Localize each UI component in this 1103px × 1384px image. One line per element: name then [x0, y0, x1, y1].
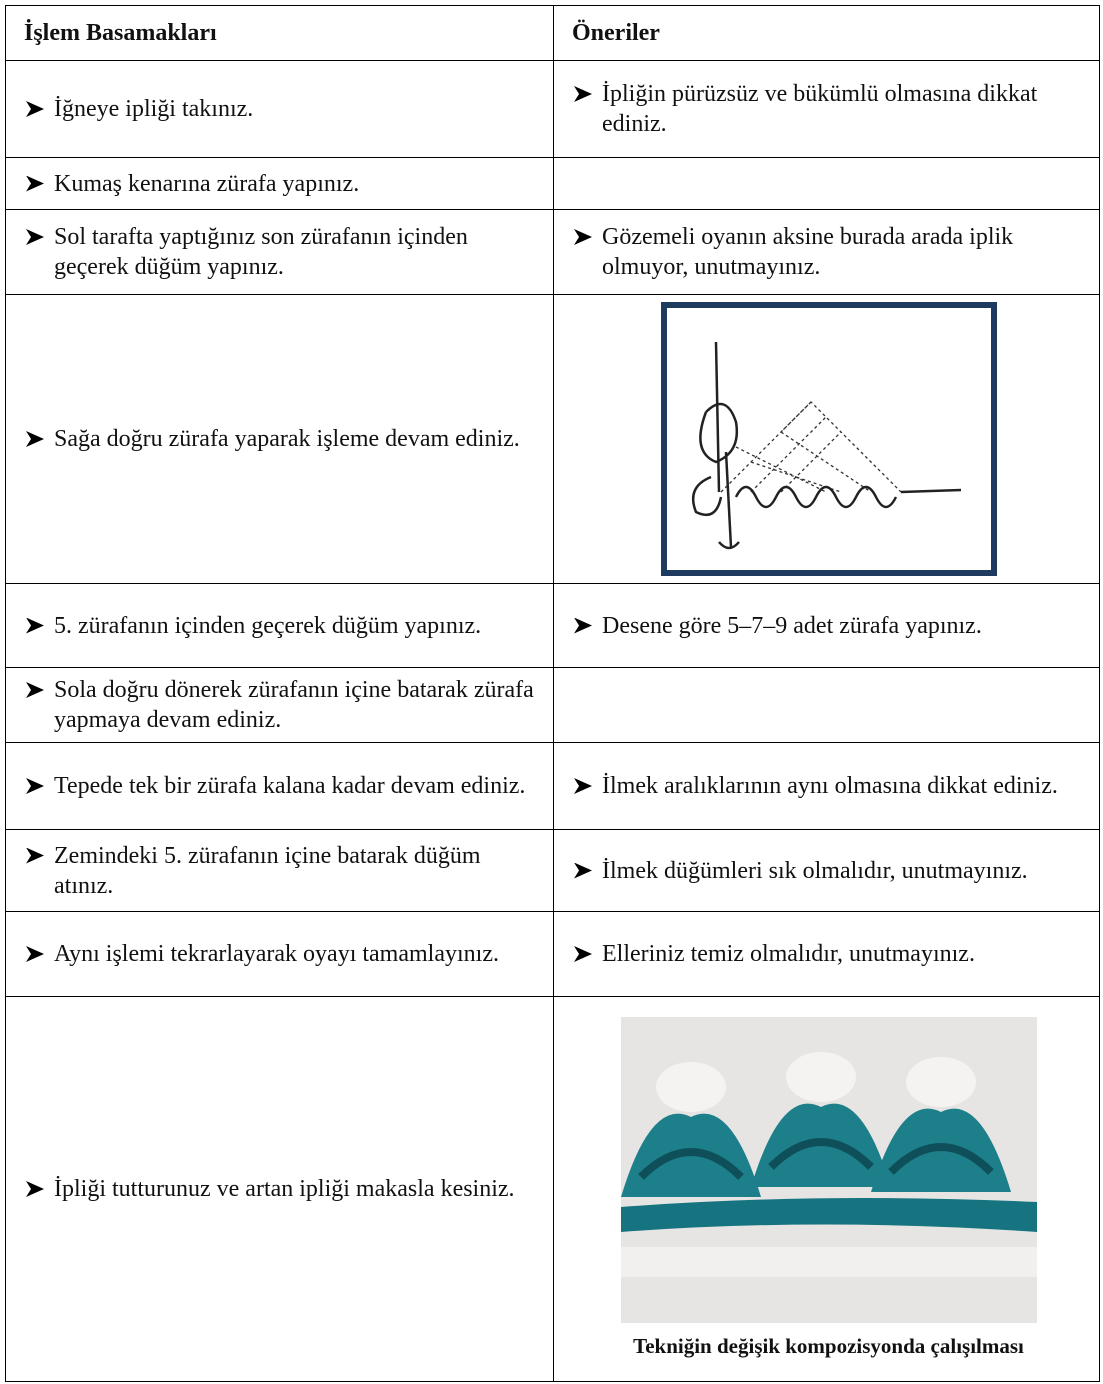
table-row: Sola doğru dönerek zürafanın içine batar…	[5, 667, 1100, 743]
step-cell: Kumaş kenarına zürafa yapınız.	[5, 157, 554, 210]
lace-photo	[620, 1017, 1037, 1323]
suggestion-cell	[553, 157, 1100, 210]
step-text: Aynı işlemi tekrarlayarak oyayı tamamlay…	[24, 939, 539, 969]
suggestion-cell: Desene göre 5–7–9 adet zürafa yapınız.	[553, 583, 1100, 668]
table-row: Sol tarafta yaptığınız son zürafanın içi…	[5, 209, 1100, 295]
stitch-illustration	[660, 302, 997, 576]
table-row: Sağa doğru zürafa yaparak işleme devam e…	[5, 294, 1100, 584]
table-row: İpliği tutturunuz ve artan ipliği makasl…	[5, 996, 1100, 1382]
suggestion-cell: Tekniğin değişik kompozisyonda çalışılma…	[553, 996, 1100, 1382]
suggestion-text: Desene göre 5–7–9 adet zürafa yapınız.	[572, 611, 1085, 641]
suggestion-text: İpliğin pürüzsüz ve bükümlü olmasına dik…	[572, 79, 1085, 139]
step-text: Kumaş kenarına zürafa yapınız.	[24, 169, 539, 199]
step-text: Tepede tek bir zürafa kalana kadar devam…	[24, 771, 539, 801]
step-cell: 5. zürafanın içinden geçerek düğüm yapın…	[5, 583, 554, 668]
header-row: İşlem Basamakları Öneriler	[5, 5, 1100, 61]
table-row: Zemindeki 5. zürafanın içine batarak düğ…	[5, 829, 1100, 912]
suggestion-cell: İlmek aralıklarının aynı olmasına dikkat…	[553, 742, 1100, 830]
steps-table: İşlem Basamakları Öneriler İğneye ipliği…	[5, 5, 1100, 1382]
suggestion-text: İlmek düğümleri sık olmalıdır, unutmayın…	[572, 856, 1085, 886]
header-cell: İşlem Basamakları	[5, 5, 554, 61]
suggestion-text: İlmek aralıklarının aynı olmasına dikkat…	[572, 771, 1085, 801]
suggestion-cell	[553, 667, 1100, 743]
step-text: Sola doğru dönerek zürafanın içine batar…	[24, 675, 539, 735]
suggestion-cell: İpliğin pürüzsüz ve bükümlü olmasına dik…	[553, 60, 1100, 158]
suggestion-cell: İlmek düğümleri sık olmalıdır, unutmayın…	[553, 829, 1100, 912]
suggestion-cell: Gözemeli oyanın aksine burada arada ipli…	[553, 209, 1100, 295]
image-caption: Tekniğin değişik kompozisyonda çalışılma…	[633, 1334, 1024, 1358]
step-text: 5. zürafanın içinden geçerek düğüm yapın…	[24, 611, 539, 641]
step-text: İğneye ipliği takınız.	[24, 94, 539, 124]
suggestion-cell: Elleriniz temiz olmalıdır, unutmayınız.	[553, 911, 1100, 997]
step-text: Sol tarafta yaptığınız son zürafanın içi…	[24, 222, 539, 282]
suggestion-text: Elleriniz temiz olmalıdır, unutmayınız.	[572, 939, 1085, 969]
step-cell: Sağa doğru zürafa yaparak işleme devam e…	[5, 294, 554, 584]
step-text: İpliği tutturunuz ve artan ipliği makasl…	[24, 1174, 539, 1204]
step-cell: Tepede tek bir zürafa kalana kadar devam…	[5, 742, 554, 830]
step-cell: Aynı işlemi tekrarlayarak oyayı tamamlay…	[5, 911, 554, 997]
step-text: Sağa doğru zürafa yaparak işleme devam e…	[24, 424, 539, 454]
step-cell: Sola doğru dönerek zürafanın içine batar…	[5, 667, 554, 743]
step-cell: Sol tarafta yaptığınız son zürafanın içi…	[5, 209, 554, 295]
suggestion-cell	[553, 294, 1100, 584]
step-text: Zemindeki 5. zürafanın içine batarak düğ…	[24, 841, 539, 901]
step-cell: Zemindeki 5. zürafanın içine batarak düğ…	[5, 829, 554, 912]
table-row: İğneye ipliği takınız. İpliğin pürüzsüz v…	[5, 60, 1100, 158]
table-row: Kumaş kenarına zürafa yapınız.	[5, 157, 1100, 210]
header-cell: Öneriler	[553, 5, 1100, 61]
step-cell: İpliği tutturunuz ve artan ipliği makasl…	[5, 996, 554, 1382]
table-row: Aynı işlemi tekrarlayarak oyayı tamamlay…	[5, 911, 1100, 997]
suggestion-text: Gözemeli oyanın aksine burada arada ipli…	[572, 222, 1085, 282]
step-cell: İğneye ipliği takınız.	[5, 60, 554, 158]
table-row: 5. zürafanın içinden geçerek düğüm yapın…	[5, 583, 1100, 668]
table-row: Tepede tek bir zürafa kalana kadar devam…	[5, 742, 1100, 830]
